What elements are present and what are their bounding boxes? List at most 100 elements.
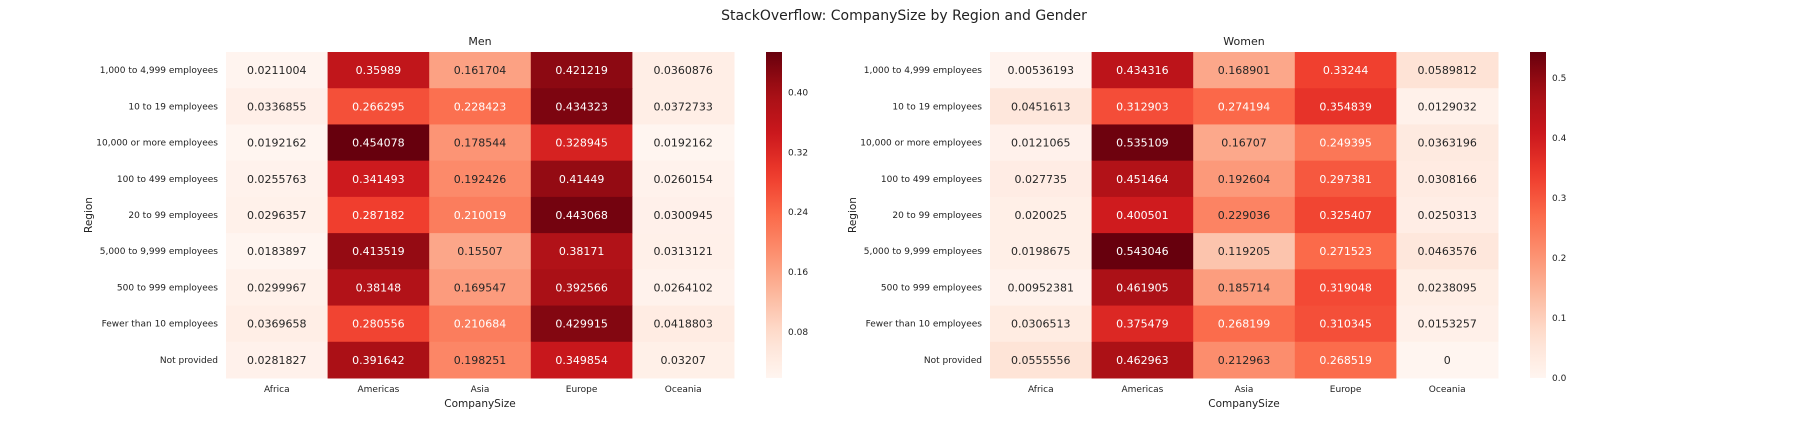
cell-value-label: 0.535109 — [1116, 137, 1169, 150]
heatmap-cell — [990, 124, 1093, 162]
cell-value-label: 0.0264102 — [653, 281, 713, 294]
y-axis-label: Region — [83, 197, 95, 233]
heatmap-cell — [632, 124, 735, 162]
heatmap-cell — [1294, 160, 1397, 198]
heatmap-cell — [1091, 341, 1194, 379]
heatmap-cell — [632, 196, 735, 234]
row-tick-label: 20 to 99 employees — [892, 211, 982, 221]
row-tick-label: 20 to 99 employees — [128, 211, 218, 221]
cell-value-label: 0.03207 — [660, 354, 706, 367]
heatmap-cell — [1294, 196, 1397, 234]
row-tick-label: 1,000 to 4,999 employees — [864, 66, 983, 76]
heatmap-cell — [1396, 269, 1499, 307]
colorbar-tick-label: 0.24 — [788, 208, 808, 218]
heatmap-cell — [1396, 52, 1499, 89]
cell-value-label: 0.392566 — [555, 281, 608, 294]
heatmap-cell — [429, 88, 532, 125]
cell-value-label: 0.15507 — [457, 245, 503, 258]
cell-value-label: 0.192604 — [1218, 173, 1271, 186]
cell-value-label: 0.249395 — [1319, 137, 1372, 150]
heatmap-cell — [429, 305, 532, 343]
heatmap-cell — [327, 269, 430, 307]
heatmap-cell — [1091, 196, 1194, 234]
column-tick-label: Oceania — [1429, 385, 1466, 395]
heatmap-cell — [632, 52, 735, 89]
row-tick-label: Fewer than 10 employees — [866, 320, 983, 330]
cell-value-label: 0.35989 — [356, 64, 402, 77]
cell-value-label: 0.0192162 — [653, 137, 713, 150]
heatmap-cell — [1396, 233, 1499, 270]
heatmap-cell — [429, 160, 532, 198]
cell-value-label: 0.0211004 — [247, 64, 307, 77]
heatmap-cell — [632, 88, 735, 125]
cell-value-label: 0.41449 — [559, 173, 605, 186]
cell-value-label: 0.0250313 — [1417, 209, 1477, 222]
cell-value-label: 0.185714 — [1218, 281, 1271, 294]
cell-value-label: 0.268519 — [1319, 354, 1372, 367]
cell-value-label: 0.228423 — [454, 100, 507, 113]
cell-value-label: 0.462963 — [1116, 354, 1169, 367]
row-tick-label: Not provided — [924, 356, 982, 366]
cell-value-label: 0.0363196 — [1417, 137, 1477, 150]
heatmap-cell — [632, 305, 735, 343]
heatmap-cell — [1193, 196, 1296, 234]
heatmap-cell — [1294, 124, 1397, 162]
heatmap-cell — [990, 160, 1093, 198]
heatmap-cell — [1294, 305, 1397, 343]
cell-value-label: 0.312903 — [1116, 100, 1169, 113]
heatmap-cell — [632, 341, 735, 379]
heatmap-cell — [327, 341, 430, 379]
row-tick-label: 100 to 499 employees — [881, 175, 982, 185]
heatmap-cell — [1091, 160, 1194, 198]
heatmap-cell — [1396, 341, 1499, 379]
cell-value-label: 0.0296357 — [247, 209, 307, 222]
cell-value-label: 0.0281827 — [247, 354, 307, 367]
column-tick-label: Asia — [471, 385, 490, 395]
heatmap-cell — [530, 196, 633, 234]
heatmap-cell — [429, 269, 532, 307]
cell-value-label: 0.161704 — [454, 64, 507, 77]
cell-value-label: 0.38148 — [356, 281, 402, 294]
heatmap-cell — [327, 196, 430, 234]
cell-value-label: 0.0308166 — [1417, 173, 1477, 186]
panel-women: Women 0.00536193 0.434316 0.168901 0.33244 0.… — [847, 35, 1567, 410]
row-tick-label: 5,000 to 9,999 employees — [864, 247, 983, 257]
heatmap-cell — [1193, 124, 1296, 162]
x-axis-label: CompanySize — [1208, 398, 1280, 410]
heatmap-cell — [990, 341, 1093, 379]
cell-value-label: 0.210019 — [454, 209, 507, 222]
heatmap-cell — [530, 341, 633, 379]
cell-value-label: 0.0260154 — [653, 173, 713, 186]
cell-value-label: 0.0255763 — [247, 173, 307, 186]
cell-value-label: 0.0238095 — [1417, 281, 1477, 294]
cell-value-label: 0.297381 — [1319, 173, 1372, 186]
heatmap-cell — [327, 160, 430, 198]
heatmap-cell — [327, 52, 430, 89]
cell-value-label: 0.400501 — [1116, 209, 1169, 222]
row-tick-label: 10,000 or more employees — [96, 139, 218, 149]
cell-value-label: 0.16707 — [1221, 137, 1267, 150]
cell-value-label: 0.429915 — [555, 318, 608, 331]
column-tick-label: Africa — [1028, 385, 1054, 395]
heatmap-cell — [530, 160, 633, 198]
cell-value-label: 0.192426 — [454, 173, 507, 186]
row-tick-label: 5,000 to 9,999 employees — [100, 247, 219, 257]
row-tick-label: Fewer than 10 employees — [102, 320, 219, 330]
colorbar — [1530, 52, 1546, 378]
cell-value-label: 0.119205 — [1218, 245, 1271, 258]
cell-value-label: 0.169547 — [454, 281, 507, 294]
cell-value-label: 0.328945 — [555, 137, 608, 150]
cell-value-label: 0.280556 — [352, 318, 405, 331]
heatmap-cell — [1193, 305, 1296, 343]
cell-value-label: 0.00952381 — [1008, 281, 1074, 294]
row-tick-label: 10 to 19 employees — [892, 102, 982, 112]
heatmap-cell — [530, 233, 633, 270]
cell-value-label: 0.0306513 — [1011, 318, 1071, 331]
cell-value-label: 0.0192162 — [247, 137, 307, 150]
heatmap-cell — [1091, 52, 1194, 89]
heatmap-cell — [990, 52, 1093, 89]
heatmap-cell — [226, 124, 329, 162]
colorbar-tick-label: 0.3 — [1552, 194, 1566, 204]
heatmap-cell — [1091, 124, 1194, 162]
